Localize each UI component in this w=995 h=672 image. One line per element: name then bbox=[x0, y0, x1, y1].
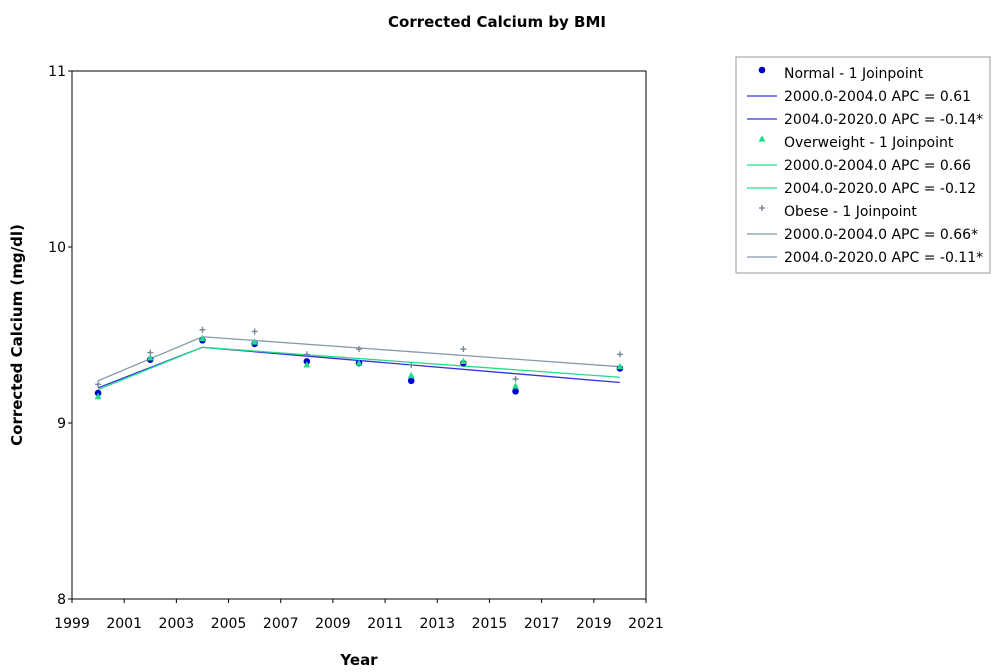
x-tick-label: 2001 bbox=[106, 616, 142, 632]
data-point-overweight bbox=[616, 362, 624, 370]
y-axis-title: Corrected Calcium (mg/dl) bbox=[8, 224, 26, 446]
data-point-obese bbox=[356, 346, 362, 353]
x-tick-label: 2017 bbox=[524, 616, 560, 632]
x-tick-label: 2007 bbox=[263, 616, 299, 632]
legend-label: Overweight - 1 Joinpoint bbox=[784, 135, 954, 151]
data-point-obese bbox=[251, 328, 258, 335]
data-point-overweight bbox=[146, 354, 154, 361]
legend-label: 2000.0-2004.0 APC = 0.66 bbox=[784, 158, 971, 174]
data-point-overweight bbox=[199, 334, 206, 342]
data-markers bbox=[94, 326, 624, 400]
data-point-normal bbox=[407, 377, 415, 385]
legend-marker-0 bbox=[758, 66, 766, 74]
data-point-normal bbox=[512, 388, 519, 395]
y-tick-label: 8 bbox=[57, 592, 66, 608]
x-tick-label: 1999 bbox=[54, 616, 90, 632]
x-axis: 1999 2001 2003 2005 2007 2009 2011 2013 2015 2017… bbox=[54, 599, 664, 632]
legend-marker-3 bbox=[758, 135, 766, 142]
legend-label: Obese - 1 Joinpoint bbox=[784, 204, 917, 220]
legend-label: 2000.0-2004.0 APC = 0.66* bbox=[784, 227, 978, 243]
x-tick-label: 2003 bbox=[159, 616, 195, 632]
y-axis: 8 9 10 11 bbox=[48, 64, 72, 608]
y-tick-label: 11 bbox=[48, 64, 66, 80]
data-point-overweight bbox=[459, 357, 467, 364]
data-point-obese bbox=[408, 361, 415, 368]
x-axis-title: Year bbox=[339, 651, 378, 669]
data-point-obese bbox=[616, 351, 623, 358]
y-tick-label: 10 bbox=[48, 240, 66, 256]
data-point-overweight bbox=[512, 382, 519, 389]
x-tick-label: 2005 bbox=[211, 616, 247, 632]
x-tick-label: 2021 bbox=[628, 616, 664, 632]
data-point-overweight bbox=[303, 361, 311, 368]
data-point-overweight bbox=[94, 392, 102, 400]
legend-box bbox=[735, 56, 991, 274]
fit-line-overweight bbox=[97, 346, 620, 391]
data-point-overweight bbox=[251, 338, 259, 345]
legend-label: Normal - 1 Joinpoint bbox=[784, 66, 924, 82]
legend-label: 2004.0-2020.0 APC = -0.14* bbox=[784, 112, 983, 128]
legend-label: 2004.0-2020.0 APC = -0.12 bbox=[784, 181, 976, 197]
plot-area bbox=[71, 70, 647, 600]
data-point-obese bbox=[460, 346, 467, 353]
data-point-obese bbox=[199, 326, 206, 333]
x-tick-label: 2009 bbox=[315, 616, 351, 632]
legend-label: 2000.0-2004.0 APC = 0.61 bbox=[784, 89, 971, 105]
x-tick-label: 2011 bbox=[367, 616, 403, 632]
legend: Normal - 1 Joinpoint 2000.0-2004.0 APC = … bbox=[735, 56, 991, 274]
x-tick-label: 2019 bbox=[576, 616, 612, 632]
y-tick-label: 9 bbox=[57, 416, 66, 432]
data-point-overweight bbox=[355, 359, 363, 366]
data-point-obese bbox=[303, 351, 310, 358]
data-point-obese bbox=[512, 376, 519, 382]
fit-line-normal bbox=[97, 346, 620, 389]
legend-marker-6 bbox=[759, 205, 765, 211]
x-tick-label: 2013 bbox=[419, 616, 455, 632]
data-point-overweight bbox=[407, 371, 415, 379]
chart-title: Corrected Calcium by BMI bbox=[388, 13, 606, 31]
x-tick-label: 2015 bbox=[472, 616, 508, 632]
legend-label: 2004.0-2020.0 APC = -0.11* bbox=[784, 250, 983, 266]
data-point-obese bbox=[95, 381, 102, 388]
